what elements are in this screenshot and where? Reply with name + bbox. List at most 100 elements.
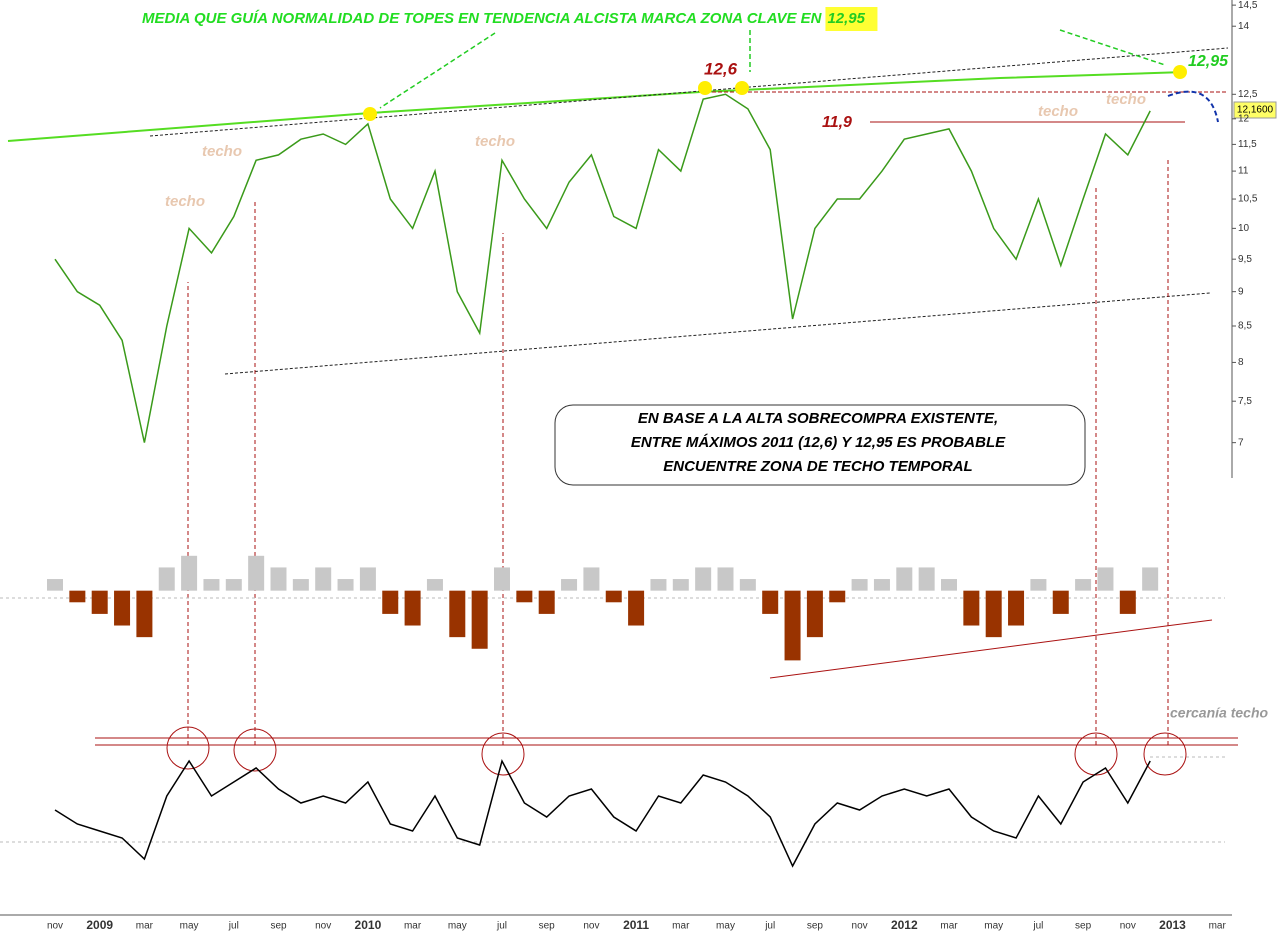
x-tick-label: nov [47, 921, 63, 932]
x-tick-label: sep [807, 921, 824, 932]
histogram-bar [941, 579, 957, 591]
y-tick-label: 11 [1238, 166, 1249, 177]
x-tick-label: nov [852, 921, 868, 932]
histogram-bar [337, 579, 354, 591]
x-tick-label: jul [496, 921, 507, 932]
projection-arrow [1167, 90, 1219, 123]
x-tick-label: jul [1032, 921, 1043, 932]
x-tick-label: sep [270, 921, 287, 932]
x-tick-label: mar [404, 921, 422, 932]
x-tick-label: 2012 [891, 918, 918, 932]
trend-line [149, 47, 1229, 137]
x-tick-label: mar [672, 921, 690, 932]
x-tick-label: sep [1075, 921, 1092, 932]
histogram-bar [695, 567, 712, 591]
histogram-bar [784, 590, 801, 661]
annotation: 12,95 [1188, 53, 1229, 70]
histogram-bar [426, 579, 443, 591]
histogram-bar [985, 590, 1002, 638]
histogram-bar [114, 590, 131, 626]
histogram-bar [851, 579, 868, 591]
histogram-bar [918, 567, 935, 591]
y-tick-label: 8 [1238, 357, 1244, 368]
chart-title: MEDIA QUE GUÍA NORMALIDAD DE TOPES EN TE… [142, 10, 823, 27]
histogram-bar [806, 590, 823, 638]
histogram-bar [1030, 579, 1047, 591]
x-tick-label: 2011 [623, 918, 649, 932]
pointer-arrows [379, 29, 1166, 109]
annotation: cercanía techo [1170, 705, 1268, 721]
x-tick-label: may [716, 921, 735, 932]
histogram-bar [873, 579, 890, 591]
text-box [554, 404, 1086, 486]
y-tick-label: 9 [1238, 286, 1244, 297]
y-tick-label: 7 [1238, 437, 1244, 448]
histogram-bar [605, 590, 622, 603]
histogram-bar [404, 590, 421, 626]
histogram-bar [1052, 590, 1069, 614]
y-tick-label: 10,5 [1238, 194, 1258, 205]
histogram-bar [739, 579, 756, 591]
x-tick-label: mar [1209, 921, 1227, 932]
annotation: 12,6 [704, 59, 738, 78]
histogram-bar [471, 590, 488, 649]
y-tick-label: 14 [1238, 21, 1250, 32]
histogram-bar [538, 590, 555, 614]
histogram-bar [762, 590, 779, 614]
histogram-bar [203, 579, 220, 591]
price-tag [1233, 101, 1277, 119]
histogram-bar [292, 579, 309, 591]
x-tick-label: nov [583, 921, 599, 932]
y-tick-label: 9,5 [1238, 254, 1252, 265]
histogram-bar [1008, 590, 1025, 626]
x-tick-label: jul [764, 921, 775, 932]
histogram-bar [181, 555, 198, 591]
histogram-bar [583, 567, 600, 591]
histogram-bar [382, 590, 399, 614]
histogram-bar [47, 579, 63, 591]
x-tick-label: may [180, 921, 199, 932]
histogram-bar [628, 590, 645, 626]
annotation: techo [1038, 103, 1078, 120]
annotation: techo [1106, 91, 1146, 108]
annotation: techo [165, 193, 205, 210]
histogram-bar [136, 590, 153, 638]
x-tick-label: nov [315, 921, 331, 932]
histogram-bar [717, 567, 734, 591]
histogram-bar [963, 590, 980, 626]
x-tick-label: may [984, 921, 1003, 932]
series-line [54, 758, 1151, 868]
highlight [825, 7, 878, 31]
highlight-circles [166, 726, 1187, 776]
y-tick-label: 14,5 [1238, 0, 1258, 11]
x-tick-label: mar [940, 921, 958, 932]
histogram-bar [1119, 590, 1136, 614]
histogram-bar [359, 567, 376, 591]
x-tick-label: 2010 [355, 918, 382, 932]
histogram-bar [270, 567, 287, 591]
reference-arrows [187, 160, 1169, 745]
histogram-bar [1097, 567, 1114, 591]
x-tick-label: 2013 [1159, 918, 1186, 932]
last-price-label: 12,1600 [1237, 105, 1274, 116]
box-text: EN BASE A LA ALTA SOBRECOMPRA EXISTENTE, [638, 410, 998, 427]
y-tick-label: 12 [1238, 113, 1250, 124]
x-tick-label: sep [539, 921, 556, 932]
y-tick-label: 11,5 [1238, 139, 1257, 150]
annotation: 11,9 [822, 114, 852, 131]
histogram-bar [315, 567, 332, 591]
histogram-bar [494, 567, 510, 591]
y-tick-label: 12,5 [1238, 89, 1258, 100]
histogram-bar [225, 579, 242, 591]
histogram-bar [561, 579, 578, 591]
y-tick-label: 10 [1238, 223, 1250, 234]
histogram-bar [69, 590, 86, 603]
histogram-bar [158, 567, 175, 591]
histogram-bar [672, 579, 689, 591]
histogram-bar [248, 555, 265, 591]
y-tick-label: 8,5 [1238, 321, 1252, 332]
histogram-bar [1075, 579, 1092, 591]
histogram-bar [91, 590, 108, 614]
x-tick-label: mar [136, 921, 154, 932]
